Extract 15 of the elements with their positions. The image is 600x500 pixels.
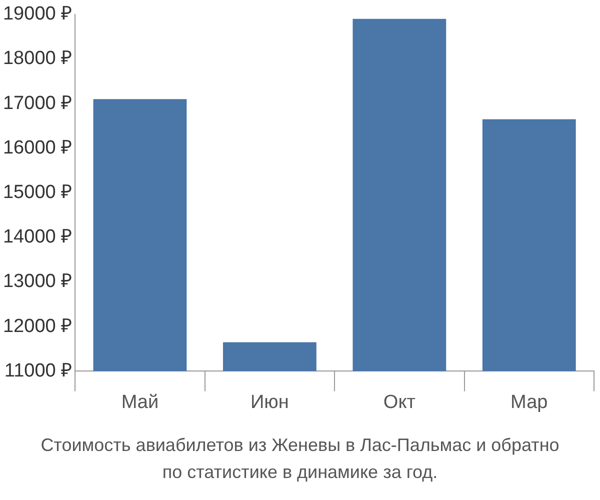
y-tick-label: 19000 ₽ (2, 4, 72, 25)
y-tick-label: 16000 ₽ (2, 137, 72, 158)
text: по статистике в динамике за год. (161, 461, 439, 484)
y-tick-label: 17000 ₽ (2, 92, 72, 114)
x-tick-label: Окт (383, 392, 416, 413)
x-tick-label: Июн (250, 392, 289, 413)
y-tick-label: 14000 ₽ (2, 226, 72, 248)
y-tick-label: 12000 ₽ (2, 316, 72, 337)
x-tick-label: Май (121, 392, 159, 413)
y-tick-label: 11000 ₽ (4, 360, 72, 382)
text: Стоимость авиабилетов из Женевы в Лас-Пальмас и обратно (40, 434, 560, 457)
y-tick-label: 18000 ₽ (2, 48, 72, 70)
y-tick-label: 13000 ₽ (2, 271, 72, 292)
x-tick-label: Мар (510, 392, 548, 413)
y-tick-label: 15000 ₽ (2, 182, 72, 204)
